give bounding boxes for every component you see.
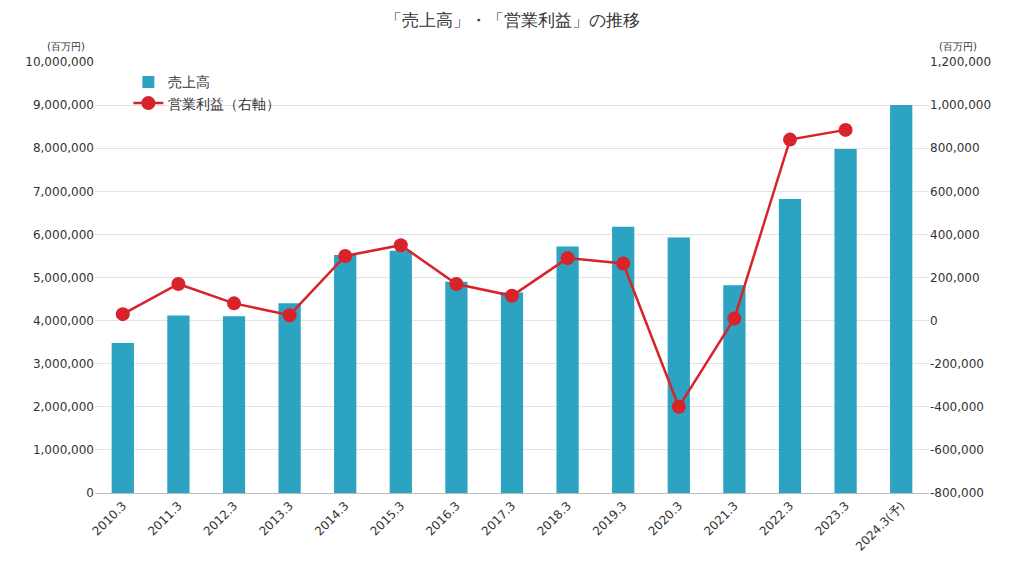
- svg-text:1,200,000: 1,200,000: [930, 55, 991, 69]
- svg-text:0: 0: [86, 486, 94, 500]
- svg-text:2024.3(予): 2024.3(予): [853, 499, 908, 554]
- svg-text:2015.3: 2015.3: [368, 499, 408, 539]
- svg-text:-200,000: -200,000: [930, 357, 984, 371]
- svg-text:7,000,000: 7,000,000: [33, 185, 94, 199]
- svg-text:10,000,000: 10,000,000: [25, 55, 94, 69]
- svg-text:2010.3: 2010.3: [90, 499, 130, 539]
- svg-text:1,000,000: 1,000,000: [33, 443, 94, 457]
- svg-text:2020.3: 2020.3: [646, 499, 686, 539]
- svg-text:200,000: 200,000: [930, 271, 980, 285]
- svg-text:5,000,000: 5,000,000: [33, 271, 94, 285]
- svg-text:3,000,000: 3,000,000: [33, 357, 94, 371]
- svg-text:(百万円): (百万円): [939, 41, 977, 52]
- svg-text:-400,000: -400,000: [930, 400, 984, 414]
- svg-text:4,000,000: 4,000,000: [33, 314, 94, 328]
- svg-text:8,000,000: 8,000,000: [33, 141, 94, 155]
- svg-text:2,000,000: 2,000,000: [33, 400, 94, 414]
- svg-text:400,000: 400,000: [930, 228, 980, 242]
- svg-text:2014.3: 2014.3: [312, 499, 352, 539]
- svg-text:9,000,000: 9,000,000: [33, 98, 94, 112]
- svg-text:2016.3: 2016.3: [423, 499, 463, 539]
- svg-text:600,000: 600,000: [930, 185, 980, 199]
- svg-text:2018.3: 2018.3: [534, 499, 574, 539]
- svg-text:1,000,000: 1,000,000: [930, 98, 991, 112]
- svg-text:6,000,000: 6,000,000: [33, 228, 94, 242]
- svg-text:売上高: 売上高: [168, 74, 210, 90]
- svg-text:営業利益（右軸）: 営業利益（右軸）: [168, 96, 280, 112]
- svg-text:2013.3: 2013.3: [256, 499, 296, 539]
- svg-text:0: 0: [930, 314, 938, 328]
- svg-text:-600,000: -600,000: [930, 443, 984, 457]
- svg-text:2017.3: 2017.3: [479, 499, 519, 539]
- svg-text:2022.3: 2022.3: [757, 499, 797, 539]
- svg-text:「売上高」・「営業利益」の推移: 「売上高」・「営業利益」の推移: [385, 10, 640, 30]
- svg-text:-800,000: -800,000: [930, 486, 984, 500]
- svg-text:2019.3: 2019.3: [590, 499, 630, 539]
- svg-text:(百万円): (百万円): [47, 41, 85, 52]
- svg-text:2023.3: 2023.3: [812, 499, 852, 539]
- svg-text:2021.3: 2021.3: [701, 499, 741, 539]
- svg-text:2011.3: 2011.3: [145, 499, 185, 539]
- svg-text:800,000: 800,000: [930, 141, 980, 155]
- svg-text:2012.3: 2012.3: [201, 499, 241, 539]
